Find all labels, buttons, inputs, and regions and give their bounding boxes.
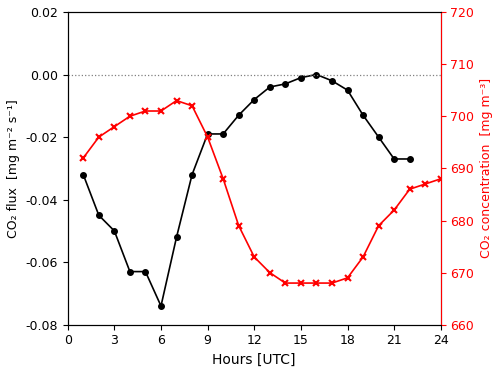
Y-axis label: CO₂ concentration  [mg m⁻³]: CO₂ concentration [mg m⁻³] [480,78,493,258]
X-axis label: Hours [UTC]: Hours [UTC] [212,353,296,367]
Y-axis label: CO₂ flux  [mg m⁻² s⁻¹]: CO₂ flux [mg m⁻² s⁻¹] [7,99,20,238]
